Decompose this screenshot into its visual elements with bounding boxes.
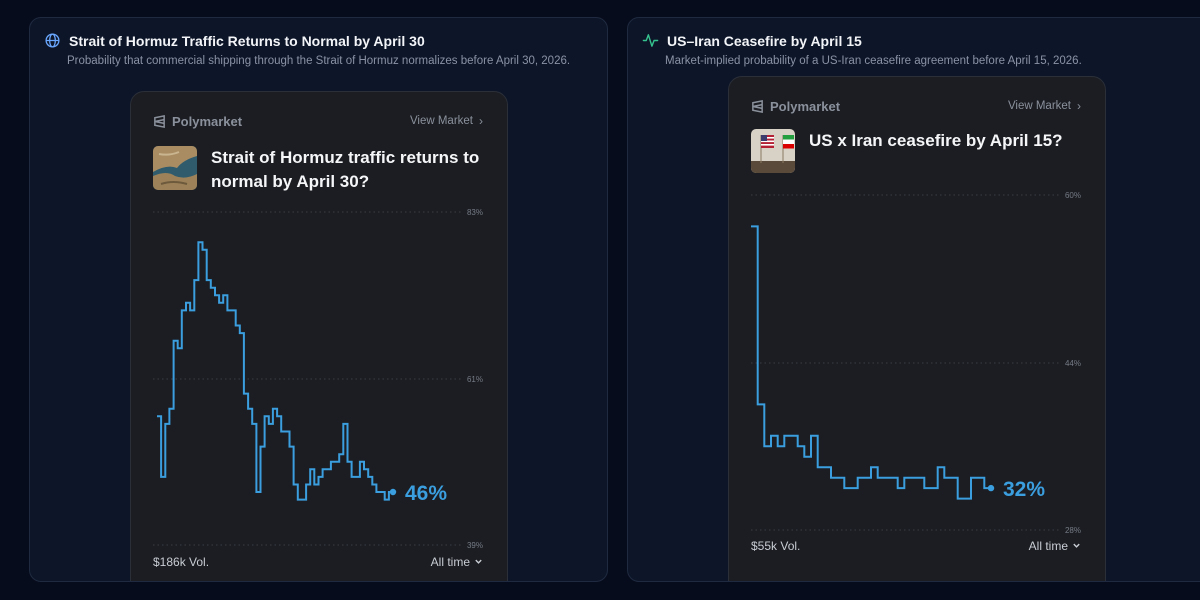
time-range-select[interactable]: All time xyxy=(431,555,483,569)
chevron-right-icon: › xyxy=(1077,99,1081,113)
volume-label: $186k Vol. xyxy=(153,555,210,569)
view-market-link[interactable]: View Market › xyxy=(410,114,483,128)
panel-title-row: US–Iran Ceasefire by April 15 xyxy=(642,32,1196,49)
brand-name: Polymarket xyxy=(770,99,841,114)
time-range-label: All time xyxy=(430,555,470,569)
market-question: Strait of Hormuz traffic returns to norm… xyxy=(211,148,480,191)
chevron-right-icon: › xyxy=(479,114,483,128)
current-value-dot xyxy=(389,488,397,496)
polymarket-logo-icon xyxy=(751,100,764,113)
probability-line xyxy=(751,225,991,500)
brand-name: Polymarket xyxy=(172,114,243,129)
polymarket-card: Polymarket View Market › US x Iran ce xyxy=(728,76,1106,581)
view-market-link[interactable]: View Market › xyxy=(1008,99,1081,113)
polymarket-logo-icon xyxy=(153,115,166,128)
current-probability: 32% xyxy=(1003,478,1045,501)
probability-chart: 60% 44% 28% 32% xyxy=(751,191,1081,535)
strait-satellite-image xyxy=(153,146,197,190)
y-tick-label: 28% xyxy=(1065,526,1081,535)
view-market-label: View Market xyxy=(1007,100,1071,112)
panel-description: Probability that commercial shipping thr… xyxy=(67,55,571,67)
current-value-dot xyxy=(987,484,995,492)
time-range-label: All time xyxy=(1028,539,1068,553)
panel-description: Market-implied probability of a US-Iran … xyxy=(665,55,1082,67)
panel-title: US–Iran Ceasefire by April 15 xyxy=(667,32,862,49)
time-range-select[interactable]: All time xyxy=(1029,539,1081,553)
chevron-down-icon xyxy=(1072,539,1081,553)
globe-icon xyxy=(44,32,61,49)
probability-chart: 83% 61% 39% 46% xyxy=(153,208,483,550)
chevron-down-icon xyxy=(474,555,483,569)
pulse-icon xyxy=(642,32,659,49)
brand: Polymarket xyxy=(153,114,242,129)
volume-label: $55k Vol. xyxy=(751,539,801,553)
panel-title-row: Strait of Hormuz Traffic Returns to Norm… xyxy=(44,32,587,49)
brand: Polymarket xyxy=(751,99,840,114)
y-tick-label: 83% xyxy=(467,208,483,217)
y-tick-label: 44% xyxy=(1065,359,1081,368)
hormuz-panel: Strait of Hormuz Traffic Returns to Norm… xyxy=(29,17,608,582)
y-tick-label: 61% xyxy=(467,375,483,384)
polymarket-card: Polymarket View Market › Strait of Hormu… xyxy=(130,91,508,581)
y-tick-label: 39% xyxy=(467,541,483,550)
ceasefire-panel: US–Iran Ceasefire by April 15 Market-imp… xyxy=(627,17,1200,582)
panel-header: Strait of Hormuz Traffic Returns to Norm… xyxy=(44,32,587,69)
current-probability: 46% xyxy=(405,482,447,505)
panel-title: Strait of Hormuz Traffic Returns to Norm… xyxy=(69,32,425,49)
panel-header: US–Iran Ceasefire by April 15 Market-imp… xyxy=(642,32,1196,69)
y-tick-label: 60% xyxy=(1065,191,1081,200)
view-market-label: View Market xyxy=(409,115,473,127)
us-iran-flags-image xyxy=(751,129,795,173)
market-question: US x Iran ceasefire by April 15? xyxy=(809,131,1063,150)
probability-line xyxy=(157,241,393,501)
